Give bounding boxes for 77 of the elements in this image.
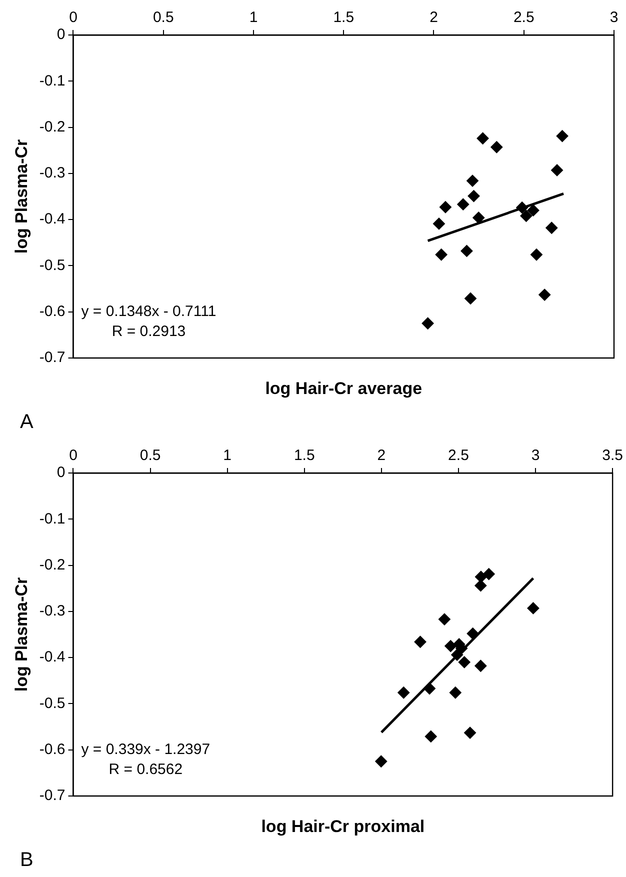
point xyxy=(464,726,476,739)
annotation: y = 0.1348x - 0.7111 xyxy=(81,303,216,320)
text: B xyxy=(20,849,34,871)
annotation: R = 0.2913 xyxy=(112,323,186,340)
point xyxy=(482,568,495,580)
x-tick-label: 0.5 xyxy=(140,447,161,464)
point xyxy=(476,132,489,144)
y-tick-label: -0.4 xyxy=(39,210,66,228)
point xyxy=(424,730,437,742)
point xyxy=(458,656,470,668)
point xyxy=(414,636,426,648)
point xyxy=(444,640,457,652)
point xyxy=(424,682,436,694)
x-tick-label: 2 xyxy=(377,447,386,464)
point xyxy=(435,248,448,261)
x-tick-label: 1 xyxy=(223,447,232,464)
y-tick-label: -0.6 xyxy=(39,741,66,758)
point xyxy=(546,222,558,234)
point xyxy=(551,164,564,176)
point xyxy=(527,602,540,614)
y-tick-label: -0.5 xyxy=(39,256,66,274)
point xyxy=(474,660,487,672)
x-tick-label: 1.5 xyxy=(333,9,354,26)
y-tick-label: -0.2 xyxy=(39,556,66,574)
point xyxy=(556,130,568,142)
x-tick-label: 1 xyxy=(249,9,258,26)
y-tick-label: -0.6 xyxy=(39,303,66,320)
point xyxy=(538,288,551,301)
y-tick-label: -0.1 xyxy=(39,72,66,90)
y-tick-label: -0.2 xyxy=(39,118,66,136)
y-tick-label: -0.4 xyxy=(39,648,66,666)
text: A xyxy=(20,411,34,433)
y-tick-label: 0 xyxy=(56,464,66,482)
point xyxy=(530,248,542,261)
point xyxy=(474,570,487,583)
point xyxy=(520,210,532,222)
x-tick-label: 0 xyxy=(69,447,78,464)
point xyxy=(451,648,464,661)
point xyxy=(438,613,450,626)
x-tick-label: 0 xyxy=(69,9,78,26)
point xyxy=(466,174,479,187)
y-tick-label: -0.5 xyxy=(39,694,66,712)
y-tick-label: -0.7 xyxy=(39,787,66,804)
point xyxy=(422,317,434,330)
point xyxy=(472,212,485,224)
point xyxy=(449,686,462,699)
point xyxy=(468,190,480,202)
y-tick-label: -0.3 xyxy=(39,164,66,182)
x-tick-label: 3 xyxy=(531,447,540,464)
point xyxy=(439,201,452,214)
point xyxy=(460,244,473,257)
x-axis-title: log Hair-Cr average xyxy=(265,379,422,398)
point xyxy=(457,198,470,210)
y-tick-label: -0.7 xyxy=(39,349,66,366)
x-tick-label: 0.5 xyxy=(152,9,174,26)
y-tick-label: 0 xyxy=(56,26,66,44)
x-tick-label: 3.5 xyxy=(602,447,624,464)
y-tick-label: -0.3 xyxy=(39,602,66,620)
point xyxy=(527,204,540,216)
annotation: y = 0.339x - 1.2397 xyxy=(81,741,210,758)
point xyxy=(490,141,503,154)
x-tick-label: 2.5 xyxy=(448,447,469,464)
x-tick-label: 2.5 xyxy=(513,9,534,26)
y-axis-title: log Plasma-Cr xyxy=(12,576,31,692)
x-tick-label: 2 xyxy=(430,9,438,26)
point xyxy=(464,292,477,304)
x-axis-title: log Hair-Cr proximal xyxy=(261,817,425,836)
point xyxy=(516,202,528,214)
y-axis-title: log Plasma-Cr xyxy=(12,138,31,254)
x-tick-label: 1.5 xyxy=(294,447,315,464)
point xyxy=(432,218,445,230)
point xyxy=(375,755,388,768)
y-tick-label: -0.1 xyxy=(39,510,66,528)
point xyxy=(466,628,479,640)
x-tick-label: 3 xyxy=(610,9,618,26)
point xyxy=(398,686,410,699)
annotation: R = 0.6562 xyxy=(108,761,183,778)
